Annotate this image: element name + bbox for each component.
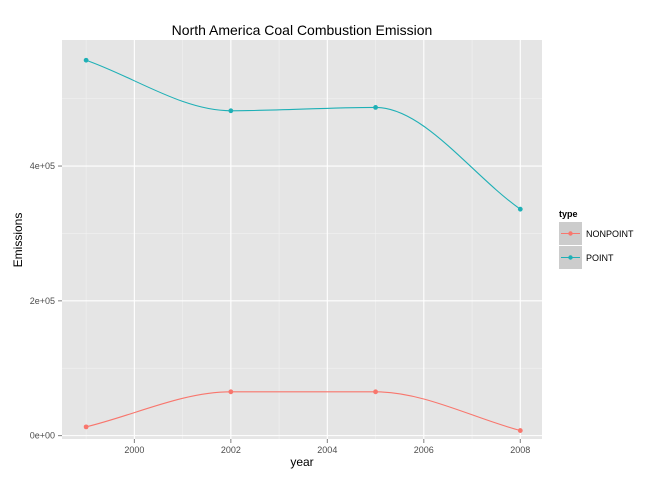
series-line-nonpoint (85, 391, 521, 432)
data-point-nonpoint (228, 389, 234, 395)
series-points (83, 57, 523, 433)
y-axis-title: Emissions (11, 213, 25, 268)
x-tick-label: 2000 (124, 445, 144, 455)
x-tick-label: 2004 (317, 445, 337, 455)
series-lines (85, 59, 521, 432)
legend-key-point-point (568, 255, 573, 260)
data-point-point (83, 57, 89, 63)
data-point-point (373, 104, 378, 110)
x-axis-ticks: 2000 2002 2004 2006 2008 (124, 439, 530, 455)
plot-panel (62, 40, 542, 439)
y-tick-label: 4e+05 (30, 161, 55, 171)
data-point-nonpoint (517, 428, 523, 433)
legend: type NONPOINT POINT (559, 209, 634, 269)
x-axis-title: year (290, 455, 313, 469)
x-tick-label: 2008 (510, 445, 530, 455)
y-tick-label: 2e+05 (30, 296, 55, 306)
series-line-point (85, 59, 521, 210)
y-tick-label: 0e+00 (30, 431, 55, 441)
y-axis-ticks: 0e+00 2e+05 4e+05 (30, 161, 62, 441)
major-gridlines (62, 40, 542, 439)
data-point-nonpoint (373, 389, 378, 395)
legend-title: type (559, 209, 578, 219)
data-point-nonpoint (83, 424, 89, 430)
x-tick-label: 2002 (221, 445, 241, 455)
data-point-point (228, 108, 234, 114)
data-point-point (517, 206, 523, 212)
chart-title: North America Coal Combustion Emission (172, 22, 433, 38)
legend-key-point-nonpoint (568, 231, 573, 236)
x-tick-label: 2006 (414, 445, 434, 455)
legend-label-nonpoint: NONPOINT (586, 229, 634, 239)
legend-items: NONPOINT POINT (559, 222, 634, 269)
legend-label-point: POINT (586, 253, 614, 263)
